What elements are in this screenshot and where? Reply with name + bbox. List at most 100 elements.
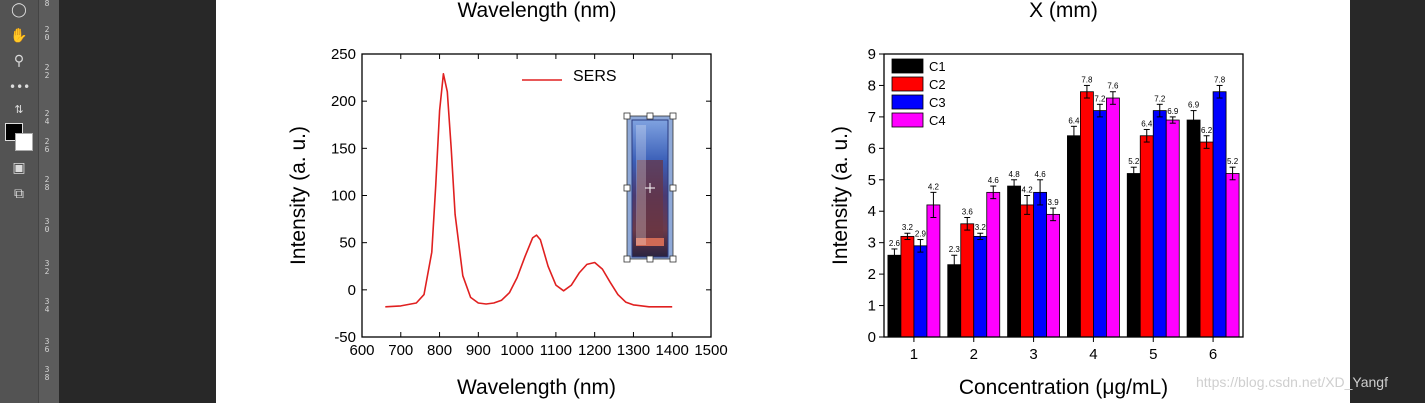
bar-c3 bbox=[1212, 91, 1227, 338]
sers-data-point bbox=[385, 306, 386, 307]
x-tick-label: 900 bbox=[466, 342, 491, 359]
transform-handle bbox=[646, 255, 654, 263]
y-tick-label: 3 bbox=[868, 235, 876, 252]
bar-data-label: 5.2 bbox=[1128, 157, 1140, 166]
screen-mode-icon[interactable]: ⧉ bbox=[14, 186, 24, 202]
x-tick-label: 800 bbox=[427, 342, 452, 359]
bar-c1 bbox=[1126, 173, 1141, 338]
y-tick-label: 7 bbox=[868, 109, 876, 126]
bar-data-label: 7.2 bbox=[1154, 94, 1166, 103]
sers-data-point bbox=[416, 303, 417, 304]
legend-c1-label: C1 bbox=[929, 59, 946, 74]
bar-c1 bbox=[1067, 135, 1081, 338]
more-tools-icon[interactable]: ••• bbox=[9, 80, 31, 94]
y-tick-label: 0 bbox=[348, 282, 356, 299]
legend-c2-label: C2 bbox=[929, 77, 946, 92]
sers-data-point bbox=[462, 275, 463, 276]
watermark-text: https://blog.csdn.net/XD_Yangf bbox=[1196, 374, 1388, 390]
sers-data-point bbox=[579, 272, 580, 273]
sers-data-point bbox=[555, 285, 556, 286]
bar-c1 bbox=[1186, 119, 1201, 338]
bar-c2 bbox=[900, 235, 915, 338]
bar-data-label: 3.9 bbox=[1048, 198, 1060, 207]
bar-data-label: 4.6 bbox=[1035, 170, 1047, 179]
background-color-swatch[interactable] bbox=[15, 133, 33, 151]
zoom-tool-icon[interactable]: ⚲ bbox=[13, 53, 25, 69]
bar-data-label: 4.2 bbox=[928, 182, 940, 191]
sers-series-line bbox=[385, 73, 673, 308]
bar-data-label: 7.2 bbox=[1094, 94, 1106, 103]
sers-data-point bbox=[586, 264, 587, 265]
bar-chart-y-axis-label: Intensity (a. u.) bbox=[829, 126, 852, 265]
x-tick-label: 3 bbox=[1029, 346, 1037, 363]
bar-data-label: 4.2 bbox=[1022, 186, 1034, 195]
transform-handle bbox=[669, 255, 677, 263]
sers-data-point bbox=[524, 256, 525, 257]
sers-data-point bbox=[625, 302, 626, 303]
ruler-label: 36 bbox=[44, 337, 50, 354]
bar-data-label: 7.8 bbox=[1214, 75, 1226, 84]
tools-panel: ◯ ✋ ⚲ ••• ⇅ ▣ ⧉ bbox=[0, 0, 38, 403]
vertical-ruler: 8 20 22 24 26 28 30 32 34 36 38 bbox=[38, 0, 60, 403]
sers-data-point bbox=[633, 304, 634, 305]
cuvette-liquid bbox=[637, 160, 663, 238]
bar-c3 bbox=[1093, 110, 1107, 338]
cuvette-glare bbox=[636, 125, 646, 245]
sers-data-point bbox=[447, 91, 448, 92]
x-tick-label: 2 bbox=[970, 346, 978, 363]
x-tick-label: 4 bbox=[1089, 346, 1097, 363]
bar-c4 bbox=[1165, 119, 1180, 338]
ruler-label: 8 bbox=[44, 0, 50, 8]
sers-data-point bbox=[493, 303, 494, 304]
bar-data-label: 4.6 bbox=[988, 176, 1000, 185]
sers-data-point bbox=[455, 214, 456, 215]
line-chart-x-axis-label: Wavelength (nm) bbox=[457, 376, 616, 399]
y-tick-label: 200 bbox=[331, 93, 356, 110]
y-tick-label: 2 bbox=[868, 266, 876, 283]
hand-tool-icon[interactable]: ✋ bbox=[10, 28, 28, 44]
sers-data-point bbox=[509, 292, 510, 293]
y-tick-label: 5 bbox=[868, 172, 876, 189]
y-tick-label: 4 bbox=[868, 203, 876, 220]
bar-data-label: 7.6 bbox=[1107, 82, 1119, 91]
x-tick-label: 1300 bbox=[617, 342, 650, 359]
transform-handle bbox=[669, 184, 677, 192]
legend-sers-label: SERS bbox=[573, 68, 617, 85]
legend-c3-swatch bbox=[891, 94, 924, 110]
charts-svg: Wavelength (nm)600 700 800 900 1000 1100 1200 1… bbox=[287, 0, 1244, 399]
ruler-label: 22 bbox=[44, 63, 50, 80]
bar-data-label: 2.6 bbox=[889, 239, 901, 248]
bar-data-label: 5.2 bbox=[1227, 157, 1239, 166]
bar-c4 bbox=[986, 191, 1001, 338]
bar-chart-top-cut-title: X (mm) bbox=[1029, 0, 1098, 22]
ruler-label: 38 bbox=[44, 365, 50, 382]
y-tick-label: 1 bbox=[868, 298, 876, 315]
x-tick-label: 1400 bbox=[656, 342, 689, 359]
sers-data-point bbox=[536, 235, 537, 236]
ruler-label: 34 bbox=[44, 297, 50, 314]
bar-chart-x-axis-label: Concentration (μg/mL) bbox=[959, 376, 1168, 399]
cuvette-inset-image bbox=[623, 112, 677, 263]
sers-data-point bbox=[532, 237, 533, 238]
bar-data-label: 6.9 bbox=[1167, 107, 1179, 116]
sers-data-point bbox=[439, 110, 440, 111]
x-tick-label: 1200 bbox=[578, 342, 611, 359]
ellipse-marquee-tool-icon[interactable]: ◯ bbox=[11, 2, 27, 18]
sers-data-point bbox=[648, 306, 649, 307]
sers-data-point bbox=[451, 148, 452, 149]
bar-c2 bbox=[1139, 135, 1154, 338]
cuvette-liquid-edge bbox=[636, 238, 664, 246]
ruler-label: 30 bbox=[44, 217, 50, 234]
y-tick-label: 0 bbox=[868, 329, 876, 346]
swap-colors-icon[interactable]: ⇅ bbox=[14, 103, 24, 116]
legend-c3-label: C3 bbox=[929, 95, 946, 110]
sers-data-point bbox=[594, 262, 595, 263]
sers-data-point bbox=[478, 303, 479, 304]
sers-data-point bbox=[548, 266, 549, 267]
bar-data-label: 6.4 bbox=[1068, 116, 1080, 125]
transform-handle bbox=[623, 255, 631, 263]
quick-mask-icon[interactable]: ▣ bbox=[12, 160, 26, 176]
bar-chart-frame bbox=[883, 53, 1244, 338]
y-tick-label: 9 bbox=[868, 46, 876, 63]
sers-data-point bbox=[431, 252, 432, 253]
